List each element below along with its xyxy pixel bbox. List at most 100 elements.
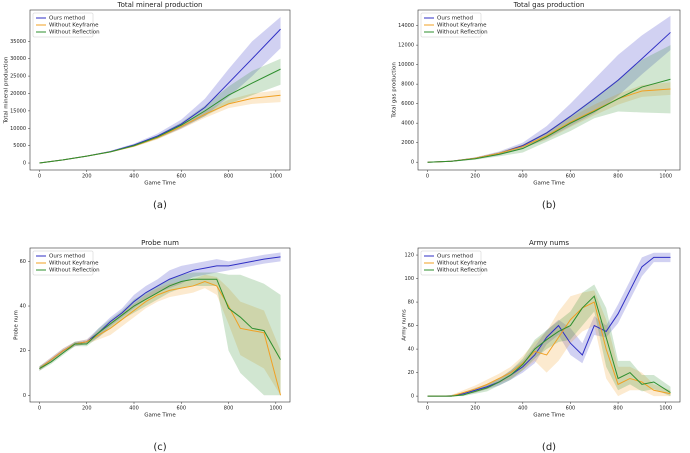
legend-box [32,12,94,38]
legend-label: Without Keyframe [49,261,99,267]
y-tick-label: 100 [404,276,414,282]
y-tick-label: 5000 [13,143,26,149]
series-line [39,68,281,164]
panel-caption: (c) [153,442,166,453]
band [427,284,671,397]
x-tick-label: 400 [518,406,528,412]
band [39,90,281,164]
y-axis-label: Army nums [402,309,408,341]
x-tick-label: 1000 [269,406,282,412]
x-tick-label: 800 [224,174,234,180]
y-tick-label: 12000 [398,43,414,49]
axes-frame [29,9,291,171]
x-tick-label: 1000 [659,174,672,180]
chart-title: Probe num [141,239,179,247]
legend-label: Without Reflection [49,268,100,274]
y-tick-label: 120 [404,253,414,259]
x-tick-label: 400 [129,406,139,412]
x-tick-label: 600 [566,174,576,180]
x-tick-label: 400 [518,174,528,180]
x-tick-label: 800 [613,406,623,412]
y-tick-label: 2000 [401,140,414,146]
y-tick-label: 25000 [10,74,26,80]
y-tick-label: 60 [408,323,414,329]
y-tick-label: 0 [411,160,414,166]
x-tick-label: 0 [38,174,41,180]
band [39,272,281,396]
y-tick-label: 10000 [10,126,26,132]
legend-label: Ours method [437,16,473,22]
x-axis-label: Game Time [533,181,565,187]
legend-label: Without Reflection [437,268,488,274]
series-line [39,278,281,369]
x-tick-label: 600 [176,406,186,412]
legend-label: Ours method [49,254,85,260]
chart-title: Army nums [529,239,569,247]
x-tick-label: 200 [82,174,92,180]
band [427,290,671,397]
band [39,274,281,396]
band [39,16,281,164]
x-tick-label: 0 [38,406,41,412]
y-axis-label: Total mineral production [4,56,10,124]
x-tick-label: 400 [129,174,139,180]
series-line [39,280,282,396]
y-tick-label: 80 [408,300,414,306]
x-axis-label: Game Time [144,181,176,187]
panel-caption: (b) [542,200,556,211]
x-tick-label: 0 [426,174,429,180]
y-tick-label: 0 [23,393,26,399]
y-tick-label: 6000 [401,101,414,107]
y-axis-label: Probe num [14,310,20,340]
series-line [427,256,671,397]
y-tick-label: 10000 [398,62,414,68]
legend-label: Without Reflection [49,30,100,36]
legend-label: Without Keyframe [49,23,99,29]
x-tick-label: 200 [82,406,92,412]
y-axis-label: Total gas production [392,62,398,119]
axes-frame [417,9,681,171]
x-tick-label: 1000 [659,406,672,412]
x-tick-label: 200 [470,174,480,180]
y-tick-label: 8000 [401,82,414,88]
chart-title: Total mineral production [116,1,202,9]
y-tick-label: 20 [20,348,26,354]
band [427,252,671,397]
x-tick-label: 1000 [269,174,282,180]
series-line [39,94,281,164]
y-tick-label: 20000 [10,91,26,97]
x-axis-label: Game Time [144,413,176,419]
axes-frame [417,247,681,403]
y-tick-label: 4000 [401,121,414,127]
legend-label: Without Reflection [437,30,488,36]
band [427,82,671,163]
legend-label: Without Keyframe [437,23,487,29]
axes-frame [29,247,291,403]
x-tick-label: 800 [224,406,234,412]
band [39,58,281,164]
y-tick-label: 60 [20,259,26,265]
y-tick-label: 30000 [10,56,26,62]
y-tick-label: 20 [408,370,414,376]
legend-box [420,250,482,276]
legend-label: Ours method [49,16,85,22]
legend-box [32,250,94,276]
y-tick-label: 15000 [10,108,26,114]
y-tick-label: 14000 [398,23,414,29]
band [427,15,671,163]
band [39,252,281,371]
y-tick-label: 35000 [10,39,26,45]
series-line [427,301,671,397]
chart-title: Total gas production [513,1,585,9]
x-tick-label: 800 [613,174,623,180]
panel-caption: (a) [153,200,167,211]
x-axis-label: Game Time [533,413,565,419]
legend-box [420,12,482,38]
x-tick-label: 600 [176,174,186,180]
x-tick-label: 600 [566,406,576,412]
panel-caption: (d) [542,442,556,453]
y-tick-label: 0 [23,161,26,167]
x-tick-label: 0 [426,406,429,412]
y-tick-label: 40 [20,304,26,310]
